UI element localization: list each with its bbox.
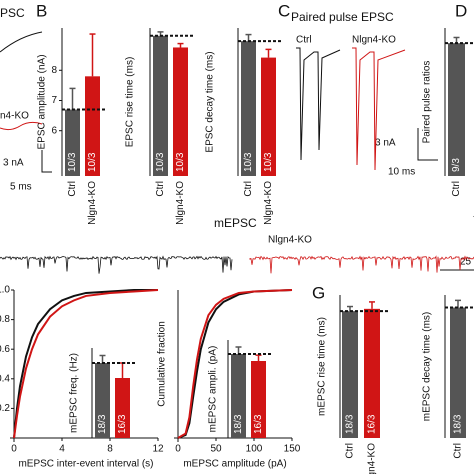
y-tick-label: 0.4 xyxy=(0,373,10,384)
x-tick-label: 50 xyxy=(210,444,222,455)
bar xyxy=(85,76,100,176)
trace-title: mEPSC xyxy=(214,216,257,230)
y-tick-label: 7 xyxy=(51,95,57,106)
x-tick-label: 8 xyxy=(107,444,113,455)
y-axis-label: Paired pulse ratios xyxy=(422,61,433,144)
bar xyxy=(173,47,188,177)
bar xyxy=(65,109,80,176)
y-tick-label: 0.2 xyxy=(0,403,10,414)
trace-title: PSC xyxy=(0,6,25,20)
n-label: 16/3 xyxy=(367,414,378,434)
bar xyxy=(241,41,256,177)
x-tick-label: Nlgn4-KO xyxy=(367,443,378,474)
y-tick-label: 1.0 xyxy=(0,285,10,296)
n-label: 10/3 xyxy=(175,152,186,172)
y-axis-label: EPSC rise time (ms) xyxy=(125,57,136,148)
x-axis-label: mEPSC inter-event interval (s) xyxy=(18,459,153,470)
bar xyxy=(342,311,358,438)
x-tick-label: Ctrl xyxy=(451,181,462,197)
y-axis-label: EPSC amplitude (nA) xyxy=(37,54,48,149)
trace xyxy=(249,255,474,274)
bar xyxy=(153,35,168,176)
scale-bar xyxy=(41,150,52,173)
bar xyxy=(448,43,465,176)
cumulative-line xyxy=(13,289,158,439)
scale-label: 25 xyxy=(460,257,472,268)
x-tick-label: 0 xyxy=(11,444,17,455)
trace xyxy=(0,255,233,274)
x-tick-label: Ctrl xyxy=(67,181,78,197)
n-label: 10/3 xyxy=(155,152,166,172)
x-tick-label: Ctrl xyxy=(155,181,166,197)
trace-label: Ctrl xyxy=(296,35,312,46)
n-label: 10/3 xyxy=(67,152,78,172)
y-tick-label: 0.6 xyxy=(0,344,10,355)
trace-label: Nlgn4-KO xyxy=(268,235,312,246)
cumulative-line xyxy=(177,289,293,439)
scale-bar xyxy=(417,128,438,161)
n-label: 9/3 xyxy=(451,158,462,172)
y-axis-label: mEPSC ampli. (pA) xyxy=(208,346,219,433)
trace xyxy=(0,31,43,53)
trace-label: n4-KO xyxy=(0,111,29,122)
n-label: 10/3 xyxy=(87,152,98,172)
trace-label: Nlgn4-KO xyxy=(352,35,396,46)
x-tick-label: 0 xyxy=(175,444,181,455)
y-axis-label: mEPSC freq. (Hz) xyxy=(69,353,80,433)
scale-label: 3 nA xyxy=(3,158,24,169)
trace xyxy=(296,47,341,161)
trace xyxy=(352,47,406,171)
x-tick-label: Ctrl xyxy=(345,443,356,459)
bar xyxy=(450,307,466,438)
y-tick-label: 0.8 xyxy=(0,314,10,325)
panel-label: D xyxy=(455,1,467,20)
y-tick-label: 8 xyxy=(51,65,57,76)
panel-label: B xyxy=(36,1,47,20)
bar xyxy=(261,57,276,176)
axes xyxy=(10,290,158,442)
bar xyxy=(364,308,380,438)
n-label: 10/3 xyxy=(243,152,254,172)
cumulative-line xyxy=(13,289,159,439)
y-axis-label: Cumulative fraction xyxy=(157,321,168,407)
x-tick-label: Nlgn4-KO xyxy=(87,181,98,225)
bar xyxy=(251,361,266,438)
bar xyxy=(95,363,110,438)
x-tick-label: 4 xyxy=(59,444,65,455)
y-tick-label: 6 xyxy=(51,125,57,136)
traces xyxy=(0,31,474,271)
x-tick-label: 12 xyxy=(152,444,164,455)
panel-label: G xyxy=(312,283,325,302)
bar xyxy=(231,354,246,438)
n-label: 16/3 xyxy=(253,414,264,434)
x-tick-label: Nlgn4-KO xyxy=(263,181,274,225)
n-label: 18/3 xyxy=(345,414,356,434)
n-label: 16/3 xyxy=(117,414,128,434)
scale-label: 5 ms xyxy=(10,182,32,193)
panel-label: C xyxy=(278,1,290,20)
x-tick-label: Ctrl xyxy=(453,443,464,459)
x-axis-label: mEPSC amplitude (pA) xyxy=(183,459,286,470)
y-axis-label: mEPSC decay time (ms) xyxy=(422,312,433,421)
scale-label: 3 nA xyxy=(375,138,396,149)
n-label: 18/3 xyxy=(453,414,464,434)
trace-title: Paired pulse EPSC xyxy=(291,10,394,24)
x-tick-label: Nlgn4-KO xyxy=(175,181,186,225)
x-tick-label: Ctrl xyxy=(243,181,254,197)
y-axis-label: EPSC decay time (ms) xyxy=(205,51,216,152)
x-tick-label: 100 xyxy=(246,444,263,455)
cumulative-line xyxy=(177,289,293,439)
trace xyxy=(0,121,43,131)
n-label: 18/3 xyxy=(97,414,108,434)
bar xyxy=(115,378,130,438)
x-tick-label: 150 xyxy=(284,444,301,455)
n-label: 10/3 xyxy=(263,152,274,172)
n-label: 18/3 xyxy=(233,414,244,434)
y-axis-label: mEPSC rise time (ms) xyxy=(317,317,328,416)
scale-label: 10 ms xyxy=(388,167,415,178)
